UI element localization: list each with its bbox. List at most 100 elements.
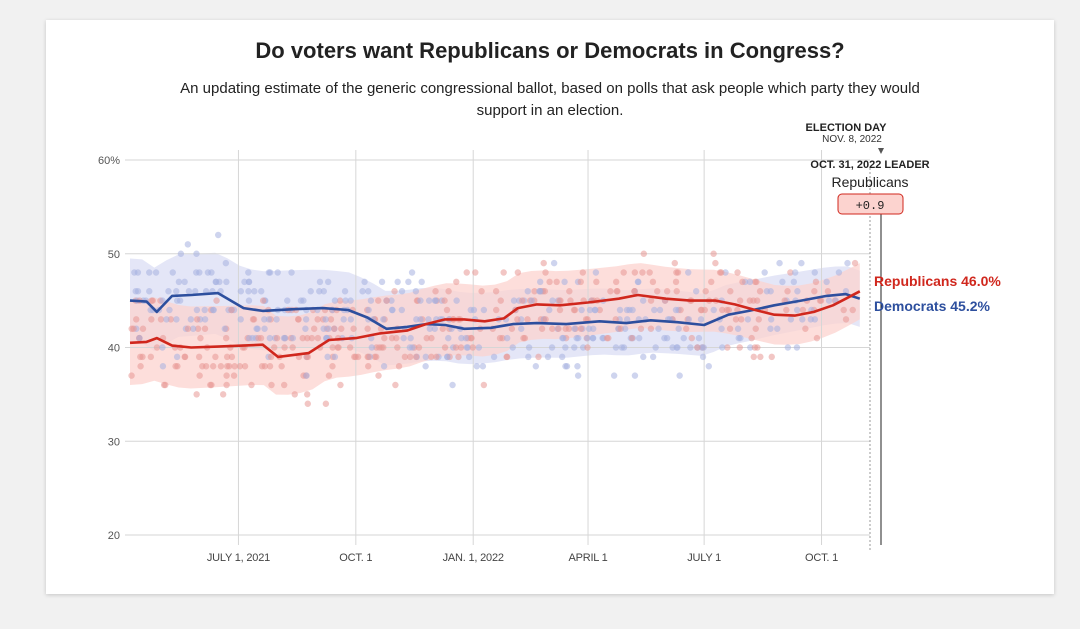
- poll-dot: [212, 278, 220, 286]
- poll-dot: [842, 288, 850, 295]
- poll-dot: [738, 316, 745, 323]
- poll-dot: [303, 372, 310, 379]
- poll-dot: [271, 344, 278, 351]
- poll-dot: [449, 381, 456, 389]
- poll-dot: [724, 344, 731, 351]
- poll-dot: [441, 344, 449, 351]
- poll-dot: [212, 353, 219, 361]
- poll-dot: [425, 316, 432, 323]
- poll-dot: [302, 316, 310, 323]
- poll-dot: [784, 344, 792, 351]
- poll-dot: [628, 334, 636, 342]
- x-tick-label: OCT. 1: [339, 552, 372, 564]
- poll-dot: [683, 325, 690, 332]
- poll-dot: [223, 353, 231, 361]
- poll-dot: [223, 278, 230, 286]
- poll-dot: [699, 353, 707, 361]
- poll-dot: [130, 325, 137, 332]
- leader-header: OCT. 31, 2022 LEADER: [810, 159, 929, 171]
- poll-dot: [278, 363, 285, 370]
- poll-dot: [320, 288, 328, 295]
- election-day-arrow-icon: [878, 148, 884, 154]
- poll-dot: [223, 372, 230, 379]
- poll-dot: [675, 325, 682, 332]
- poll-dot: [209, 363, 217, 370]
- poll-dot: [159, 344, 166, 351]
- poll-dot: [441, 297, 448, 304]
- poll-dot: [748, 334, 755, 342]
- poll-dot: [393, 334, 400, 342]
- poll-dot: [802, 325, 809, 332]
- poll-dot: [790, 278, 798, 286]
- poll-dot: [618, 344, 626, 351]
- poll-dot: [571, 325, 578, 332]
- poll-dot: [406, 353, 414, 361]
- poll-dot: [146, 288, 153, 295]
- poll-dot: [248, 381, 255, 389]
- poll-dot: [701, 306, 708, 314]
- poll-dot: [215, 231, 222, 239]
- poll-dot: [480, 381, 488, 389]
- poll-dot: [352, 353, 359, 361]
- poll-dot: [452, 344, 460, 351]
- poll-dot: [697, 316, 705, 323]
- poll-dot: [761, 269, 768, 276]
- poll-dot: [674, 344, 681, 351]
- poll-dot: [426, 325, 433, 332]
- poll-dot: [159, 297, 166, 304]
- poll-dot: [398, 306, 406, 314]
- poll-dot: [640, 250, 647, 257]
- poll-dot: [542, 269, 549, 276]
- poll-dot: [538, 325, 546, 332]
- poll-dot: [726, 325, 734, 332]
- poll-dot: [383, 297, 390, 304]
- poll-dot: [463, 344, 471, 351]
- poll-dot: [637, 325, 645, 332]
- poll-dot: [631, 288, 638, 295]
- poll-dot: [303, 391, 311, 398]
- poll-dot: [367, 297, 375, 304]
- poll-dot: [475, 344, 483, 351]
- poll-dot: [607, 288, 614, 295]
- poll-dot: [258, 363, 266, 370]
- poll-dot: [398, 288, 406, 295]
- poll-dot: [575, 334, 582, 342]
- y-tick-label: 20: [108, 530, 120, 542]
- poll-dot: [257, 334, 265, 342]
- poll-dot: [331, 297, 339, 304]
- poll-dot: [431, 325, 438, 332]
- poll-dot: [623, 316, 631, 323]
- x-axis-ticks: JULY 1, 2021 OCT. 1 JAN. 1, 2022 APRIL 1 JUL…: [207, 552, 838, 564]
- poll-dot: [823, 278, 830, 286]
- poll-dot: [324, 353, 331, 361]
- election-date-label: NOV. 8, 2022: [822, 134, 882, 145]
- poll-dot: [787, 316, 795, 323]
- poll-dot: [546, 278, 553, 286]
- poll-dot: [514, 316, 521, 323]
- poll-dot: [746, 297, 754, 304]
- poll-dot: [556, 306, 564, 314]
- poll-dot: [209, 306, 217, 314]
- poll-dot: [825, 297, 833, 304]
- poll-dot: [294, 316, 302, 323]
- poll-dot: [540, 259, 547, 267]
- poll-dot: [189, 325, 197, 332]
- poll-dot: [153, 344, 161, 351]
- poll-dot: [175, 278, 183, 286]
- poll-dot: [639, 297, 647, 304]
- poll-dot: [577, 325, 585, 332]
- poll-dot: [417, 297, 424, 304]
- poll-dot: [473, 363, 481, 370]
- poll-dot: [490, 353, 498, 361]
- poll-dot: [794, 288, 801, 295]
- poll-dot: [849, 306, 856, 314]
- poll-dot: [455, 353, 462, 361]
- poll-dot: [241, 278, 248, 286]
- poll-dot: [813, 334, 821, 342]
- poll-dot: [310, 325, 318, 332]
- poll-dot: [584, 334, 591, 342]
- poll-dot: [673, 269, 680, 276]
- poll-dot: [727, 288, 734, 295]
- poll-dot: [719, 306, 726, 314]
